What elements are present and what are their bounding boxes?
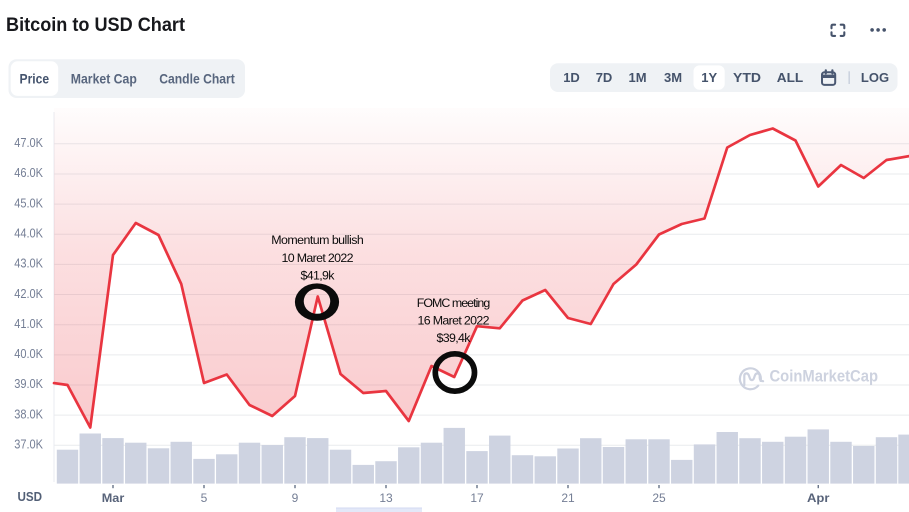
svg-text:Apr: Apr <box>807 491 830 505</box>
svg-text:37.0K: 37.0K <box>14 437 43 452</box>
svg-text:Mar: Mar <box>102 491 125 505</box>
svg-text:YTD: YTD <box>733 70 761 85</box>
svg-text:ALL: ALL <box>777 70 804 85</box>
svg-text:7D: 7D <box>596 70 613 85</box>
svg-text:Bitcoin to USD Chart: Bitcoin to USD Chart <box>6 14 185 36</box>
svg-text:39.0K: 39.0K <box>14 376 43 391</box>
svg-text:46.0K: 46.0K <box>14 165 43 180</box>
svg-text:42.0K: 42.0K <box>14 286 43 301</box>
svg-text:Market Cap: Market Cap <box>71 70 137 86</box>
svg-text:3M: 3M <box>664 70 682 85</box>
svg-text:17: 17 <box>470 491 484 505</box>
svg-text:44.0K: 44.0K <box>14 225 43 240</box>
svg-text:25: 25 <box>652 491 666 505</box>
svg-text:41.0K: 41.0K <box>14 316 43 331</box>
svg-text:43.0K: 43.0K <box>14 256 43 271</box>
svg-text:$41,9k: $41,9k <box>301 269 336 283</box>
svg-text:FOMC meeting: FOMC meeting <box>417 296 491 310</box>
svg-text:CoinMarketCap: CoinMarketCap <box>770 367 879 386</box>
svg-text:USD: USD <box>18 490 43 504</box>
svg-text:1M: 1M <box>628 70 646 85</box>
svg-text:1Y: 1Y <box>701 70 717 85</box>
svg-text:40.0K: 40.0K <box>14 346 43 361</box>
svg-text:21: 21 <box>561 491 575 505</box>
svg-text:Momentum bullish: Momentum bullish <box>271 233 364 247</box>
svg-text:9: 9 <box>292 491 299 505</box>
svg-text:45.0K: 45.0K <box>14 195 43 210</box>
svg-text:Price: Price <box>20 70 50 86</box>
svg-text:$39,4k: $39,4k <box>437 331 472 345</box>
svg-text:38.0K: 38.0K <box>14 406 43 421</box>
svg-text:5: 5 <box>201 491 208 505</box>
svg-text:13: 13 <box>379 491 393 505</box>
svg-text:LOG: LOG <box>861 70 889 85</box>
svg-text:10 Maret 2022: 10 Maret 2022 <box>282 251 354 265</box>
svg-text:Candle Chart: Candle Chart <box>159 70 235 86</box>
svg-text:16 Maret 2022: 16 Maret 2022 <box>418 314 490 328</box>
svg-text:47.0K: 47.0K <box>14 135 43 150</box>
svg-text:1D: 1D <box>563 70 580 85</box>
